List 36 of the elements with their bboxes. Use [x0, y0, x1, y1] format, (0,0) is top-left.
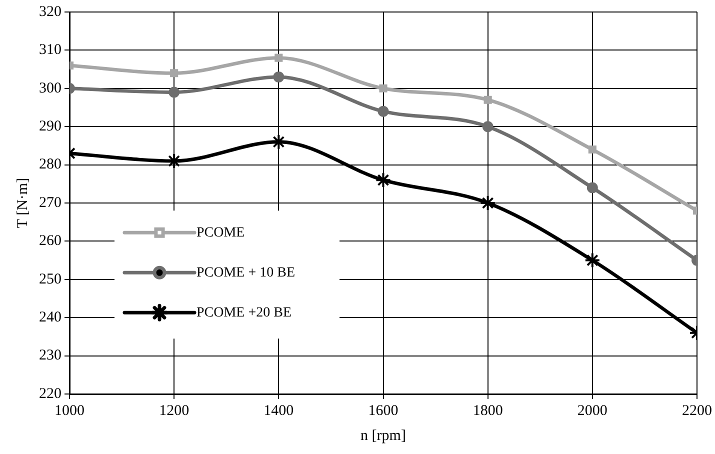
point [375, 172, 392, 188]
point [273, 71, 284, 82]
legend-label: PCOME [196, 225, 245, 240]
y-tick-label: 300 [39, 80, 62, 96]
y-tick-label: 270 [39, 194, 62, 211]
x-tick-label: 2200 [682, 402, 712, 419]
y-axis-title: T [N·m] [14, 178, 31, 228]
x-tick-label: 1200 [159, 402, 190, 419]
x-tick-label: 1000 [54, 402, 84, 419]
point [379, 84, 388, 92]
point [586, 182, 598, 194]
x-axis-title: n [rpm] [360, 428, 406, 444]
x-tick-label: 2000 [577, 402, 608, 419]
point [588, 145, 596, 154]
point [378, 106, 389, 117]
point [584, 252, 600, 268]
point [484, 96, 492, 104]
y-tick-label: 290 [39, 118, 62, 135]
y-tick-label: 310 [39, 42, 62, 58]
point [480, 195, 496, 211]
legend-label: PCOME +20 BE [196, 305, 292, 320]
point [274, 54, 283, 62]
y-tick-label: 230 [39, 348, 62, 364]
y-tick-label: 320 [39, 4, 62, 20]
point [168, 86, 180, 98]
point [170, 69, 178, 78]
y-tick-label: 240 [39, 310, 62, 326]
y-tick-label: 220 [39, 386, 62, 402]
y-tick-label: 280 [39, 156, 62, 173]
y-tick-label: 260 [39, 233, 62, 250]
point [482, 121, 494, 132]
x-tick-label: 1400 [264, 402, 294, 419]
legend-label: PCOME + 10 BE [196, 265, 296, 280]
y-tick-label: 250 [39, 271, 62, 288]
x-tick-label: 1600 [368, 402, 398, 419]
x-tick-label: 1800 [472, 402, 503, 419]
